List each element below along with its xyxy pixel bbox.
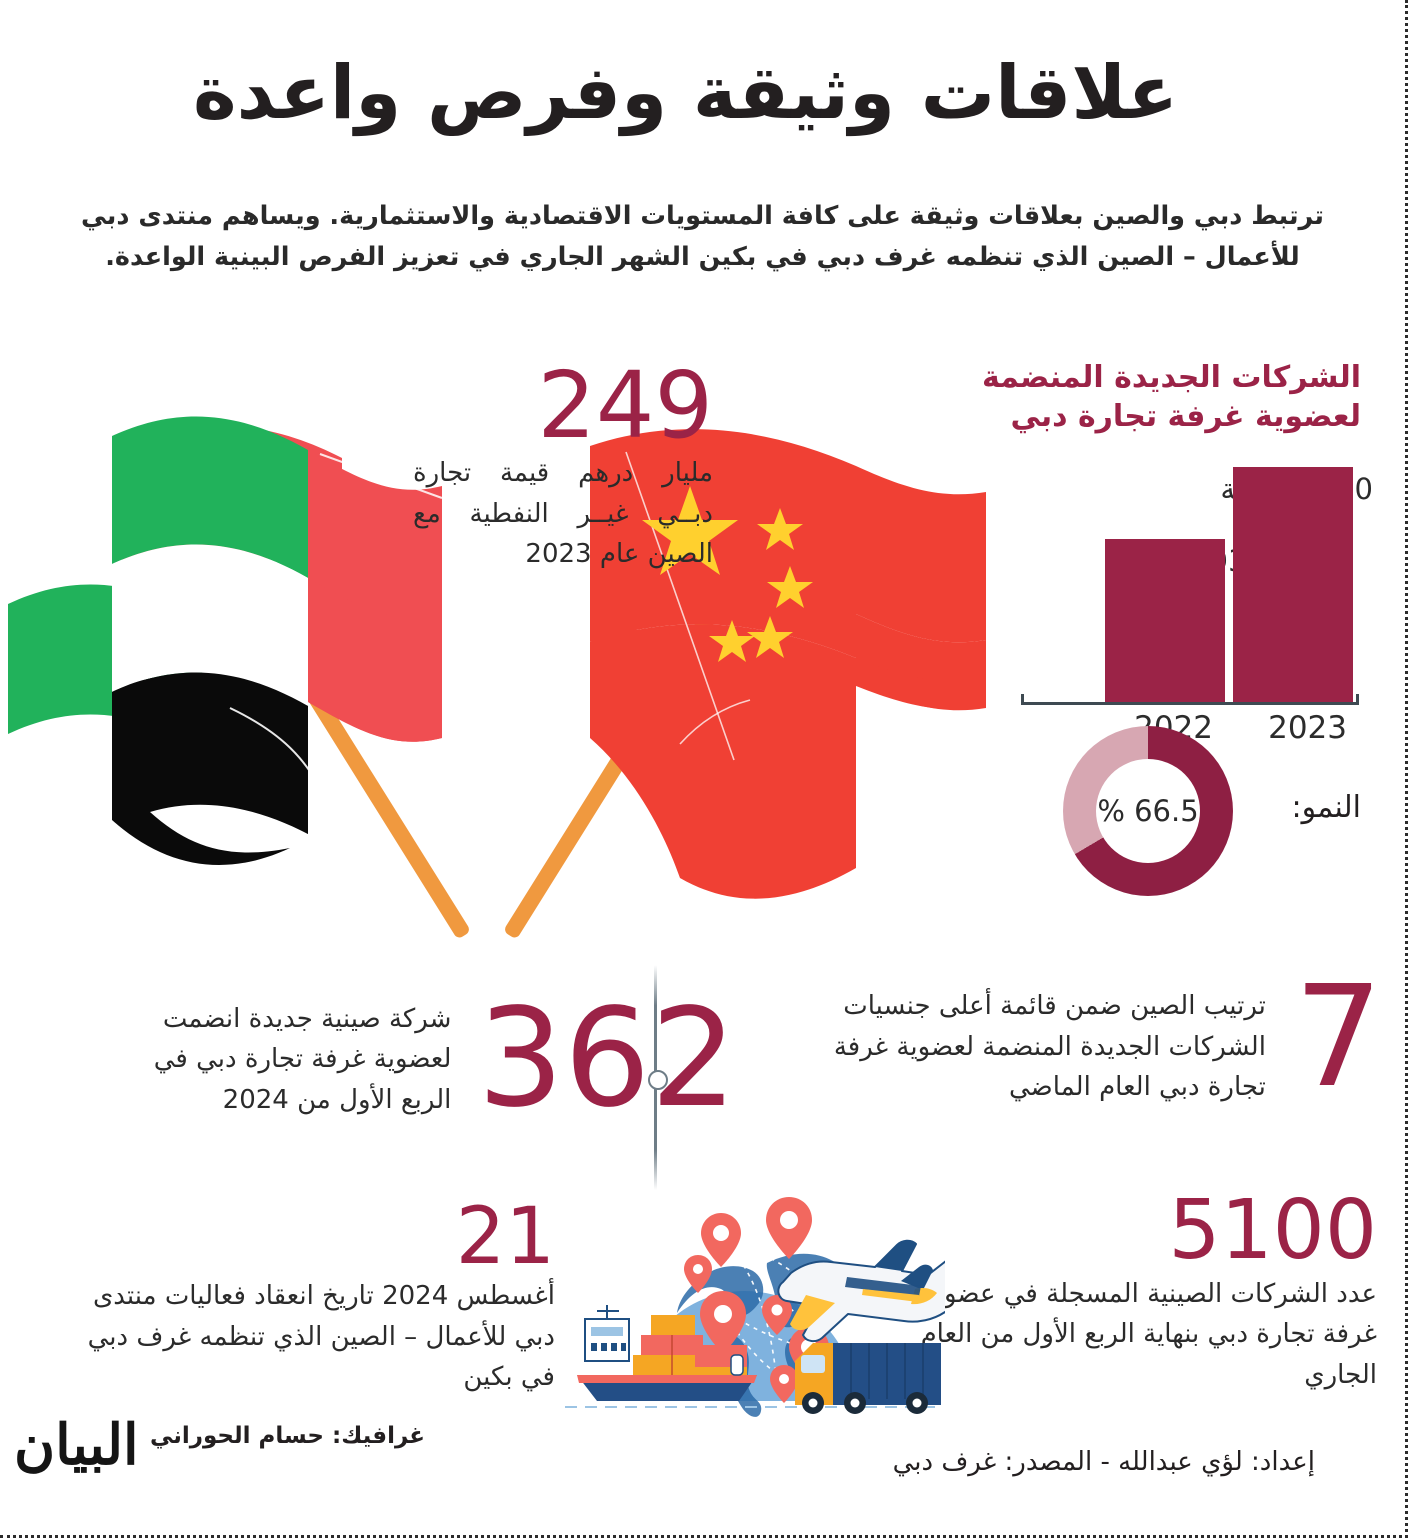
albayan-logo: البيان <box>14 1412 139 1478</box>
chart-title: الشركات الجديدة المنضمة لعضوية غرفة تجار… <box>981 360 1361 434</box>
uae-flag-icon <box>8 416 443 865</box>
source-credit: إعداد: لؤي عبدالله - المصدر: غرف دبي <box>892 1447 1315 1477</box>
global-logistics-illustration <box>565 1197 945 1417</box>
truck-icon <box>795 1343 941 1414</box>
cargo-ship-icon <box>577 1305 757 1401</box>
stat-china-rank-text: ترتيب الصين ضمن قائمة أعلى جنسيات الشركا… <box>833 991 1266 1103</box>
stat-new-companies-q1-text: شركة صينية جديدة انضمت لعضوية غرفة تجارة… <box>153 1003 452 1115</box>
axis-tick-left <box>1021 694 1024 705</box>
bar-2023 <box>1233 467 1353 704</box>
crossed-flags-illustration <box>8 416 986 938</box>
stat-forum-date-text: أغسطس 2024 تاريخ انعقاد فعاليات منتدى دب… <box>87 1281 555 1393</box>
stat-registered-companies-text: عدد الشركات الصينية المسجلة في عضوية غرف… <box>920 1278 1377 1390</box>
stat-new-companies-q1: 362 شركة صينية جديدة انضمت لعضوية غرفة ت… <box>97 980 737 1138</box>
bar-chart: 1560 شركة 937 شركة 2023 2022 <box>1015 462 1373 746</box>
stat-registered-companies-number: 5100 <box>1168 1183 1377 1278</box>
china-stars-icon <box>642 486 813 662</box>
axis-tick-right <box>1356 694 1359 705</box>
stat-forum-date-number: 21 <box>455 1192 555 1282</box>
stat-new-companies-q1-number: 362 <box>477 980 737 1138</box>
stat-china-rank-number: 7 <box>1293 956 1383 1119</box>
divider-dot-icon <box>647 1069 668 1090</box>
growth-label: النمو: <box>1291 790 1361 825</box>
growth-donut-chart: 66.5 % <box>1063 726 1233 896</box>
standfirst-paragraph: ترتبط دبي والصين بعلاقات وثيقة على كافة … <box>81 201 1324 273</box>
x-tick-label-2023: 2023 <box>1268 710 1347 746</box>
growth-value: 66.5 % <box>1097 794 1199 828</box>
china-flag-icon <box>590 429 986 899</box>
stat-trade-value: 249 مليار درهم قيمة تجارة دبــي غيــر ال… <box>413 352 713 575</box>
stat-registered-companies: 5100 عدد الشركات الصينية المسجلة في عضوي… <box>917 1183 1377 1396</box>
stat-forum-date: 21 أغسطس 2024 تاريخ انعقاد فعاليات منتدى… <box>75 1192 555 1398</box>
page-title: علاقات وثيقة وفرص واعدة <box>192 50 1179 136</box>
stat-trade-value-number: 249 <box>537 352 713 459</box>
stat-china-rank: 7 ترتيب الصين ضمن قائمة أعلى جنسيات الشر… <box>783 956 1383 1119</box>
growth-indicator: النمو: 66.5 % <box>941 722 1361 912</box>
graphic-credit: غرافيك: حسام الحوراني <box>149 1423 425 1449</box>
bar-2022 <box>1105 539 1225 704</box>
chart-x-axis <box>1015 694 1365 705</box>
axis-line <box>1021 702 1359 705</box>
airplane-icon <box>777 1239 945 1343</box>
vertical-divider <box>647 965 668 1190</box>
stat-trade-value-text: مليار درهم قيمة تجارة دبــي غيــر النفطي… <box>413 458 713 570</box>
